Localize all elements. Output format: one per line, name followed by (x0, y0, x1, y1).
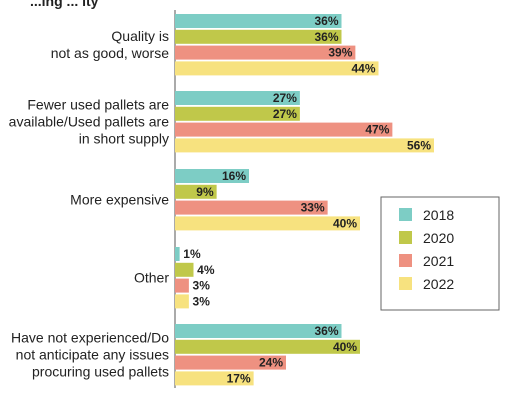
legend-swatch-2022 (399, 277, 412, 290)
bar-2020 (175, 29, 342, 44)
bar-2018 (175, 247, 180, 261)
data-label: 27% (273, 91, 297, 105)
bar-2020 (175, 339, 360, 354)
category-label: procuring used pallets (32, 364, 169, 380)
data-label: 3% (193, 279, 211, 293)
bar-2020 (175, 184, 217, 199)
bar-2021 (175, 122, 393, 137)
bar-2022 (175, 371, 254, 386)
legend-label: 2020 (423, 230, 454, 246)
category-label: Fewer used pallets are (27, 97, 169, 113)
data-label: 44% (351, 61, 375, 75)
legend: 2018 2020 2021 2022 (380, 196, 500, 311)
bar-2021 (175, 355, 286, 370)
legend-label: 2021 (423, 253, 454, 269)
bar-2022 (175, 61, 379, 76)
bar-2021 (175, 45, 356, 60)
bar-2022 (175, 216, 360, 231)
category-label: More expensive (70, 192, 169, 208)
legend-swatch-2021 (399, 254, 412, 267)
bar-2018 (175, 91, 300, 105)
bar-2018 (175, 169, 249, 183)
legend-swatch-2020 (399, 231, 412, 244)
legend-label: 2018 (423, 207, 454, 223)
data-label: 16% (222, 169, 246, 183)
data-label: 40% (333, 216, 357, 230)
data-label: 4% (197, 263, 215, 277)
data-label: 33% (301, 201, 325, 215)
data-label: 40% (333, 340, 357, 354)
bar-2018 (175, 14, 342, 28)
category-label: available/Used pallets are (9, 114, 170, 130)
data-label: 1% (183, 247, 201, 261)
data-label: 17% (227, 371, 251, 385)
data-label: 36% (314, 324, 338, 338)
bar-2021 (175, 200, 328, 215)
category-label: Have not experienced/Do (11, 330, 169, 346)
data-label: 9% (196, 185, 214, 199)
data-label: 3% (193, 294, 211, 308)
category-label: not anticipate any issues (16, 347, 169, 363)
bar-2022 (175, 138, 434, 153)
data-label: 27% (273, 107, 297, 121)
category-label: Quality is (111, 28, 169, 44)
legend-swatch-2018 (399, 208, 412, 221)
data-label: 36% (314, 14, 338, 28)
bar-2020 (175, 262, 194, 277)
data-label: 39% (328, 46, 352, 60)
data-label: 56% (407, 138, 431, 152)
data-label: 36% (314, 30, 338, 44)
category-label: Other (134, 270, 169, 286)
chart-title: ...ing ... ity (30, 0, 99, 9)
legend-label: 2022 (423, 276, 454, 292)
bar-2018 (175, 324, 342, 338)
data-label: 24% (259, 356, 283, 370)
bar-2021 (175, 278, 189, 293)
bar-2020 (175, 106, 300, 121)
category-label: in short supply (79, 131, 169, 147)
category-label: not as good, worse (51, 45, 170, 61)
data-label: 47% (365, 123, 389, 137)
bar-2022 (175, 294, 189, 309)
